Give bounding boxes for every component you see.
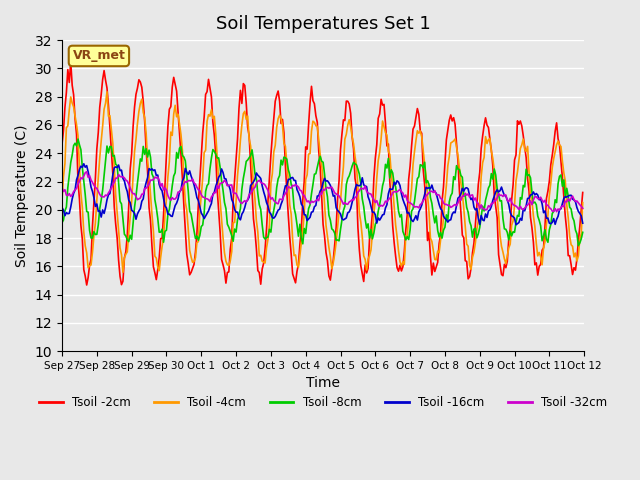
- Line: Tsoil -8cm: Tsoil -8cm: [62, 139, 582, 246]
- Tsoil -32cm: [124, 178, 131, 184]
- Tsoil -4cm: [216, 198, 224, 204]
- X-axis label: Time: Time: [306, 376, 340, 390]
- Line: Tsoil -4cm: Tsoil -4cm: [62, 92, 582, 272]
- Tsoil -8cm: [579, 229, 586, 235]
- Line: Tsoil -32cm: Tsoil -32cm: [62, 172, 582, 212]
- Line: Tsoil -16cm: Tsoil -16cm: [62, 164, 582, 225]
- Tsoil -4cm: [119, 269, 127, 275]
- Tsoil -32cm: [553, 209, 561, 215]
- Tsoil -4cm: [553, 142, 561, 147]
- Tsoil -2cm: [553, 120, 561, 126]
- Tsoil -16cm: [512, 222, 520, 228]
- Tsoil -8cm: [215, 155, 223, 161]
- Tsoil -16cm: [553, 216, 561, 222]
- Tsoil -2cm: [243, 100, 250, 106]
- Tsoil -16cm: [232, 209, 240, 215]
- Tsoil -32cm: [241, 198, 248, 204]
- Tsoil -8cm: [124, 237, 131, 243]
- Tsoil -8cm: [232, 229, 240, 235]
- Tsoil -8cm: [241, 168, 248, 173]
- Tsoil -2cm: [216, 229, 224, 235]
- Line: Tsoil -2cm: Tsoil -2cm: [62, 62, 582, 285]
- Tsoil -8cm: [551, 197, 559, 203]
- Tsoil -2cm: [289, 271, 296, 277]
- Tsoil -32cm: [58, 185, 66, 191]
- Tsoil -32cm: [551, 206, 559, 212]
- Tsoil -2cm: [125, 203, 132, 209]
- Tsoil -2cm: [83, 282, 90, 288]
- Title: Soil Temperatures Set 1: Soil Temperatures Set 1: [216, 15, 431, 33]
- Tsoil -4cm: [234, 173, 241, 179]
- Tsoil -16cm: [58, 204, 66, 210]
- Y-axis label: Soil Temperature (C): Soil Temperature (C): [15, 124, 29, 267]
- Tsoil -32cm: [232, 191, 240, 196]
- Tsoil -4cm: [103, 89, 111, 95]
- Tsoil -2cm: [67, 59, 75, 65]
- Tsoil -16cm: [287, 175, 295, 181]
- Tsoil -2cm: [58, 141, 66, 147]
- Tsoil -32cm: [83, 169, 90, 175]
- Tsoil -16cm: [215, 174, 223, 180]
- Tsoil -32cm: [579, 205, 586, 211]
- Tsoil -2cm: [579, 190, 586, 195]
- Tsoil -4cm: [243, 117, 250, 122]
- Tsoil -16cm: [124, 189, 131, 194]
- Tsoil -16cm: [80, 161, 88, 167]
- Tsoil -16cm: [579, 220, 586, 226]
- Tsoil -4cm: [125, 230, 132, 236]
- Text: VR_met: VR_met: [72, 49, 125, 62]
- Tsoil -8cm: [287, 181, 295, 187]
- Tsoil -32cm: [287, 185, 295, 191]
- Tsoil -8cm: [74, 136, 82, 142]
- Tsoil -8cm: [58, 220, 66, 226]
- Tsoil -4cm: [58, 197, 66, 203]
- Tsoil -2cm: [234, 136, 241, 142]
- Tsoil -16cm: [241, 204, 248, 210]
- Tsoil -32cm: [215, 185, 223, 191]
- Tsoil -4cm: [289, 237, 296, 242]
- Legend: Tsoil -2cm, Tsoil -4cm, Tsoil -8cm, Tsoil -16cm, Tsoil -32cm: Tsoil -2cm, Tsoil -4cm, Tsoil -8cm, Tsoi…: [35, 391, 612, 414]
- Tsoil -4cm: [579, 200, 586, 205]
- Tsoil -8cm: [575, 243, 582, 249]
